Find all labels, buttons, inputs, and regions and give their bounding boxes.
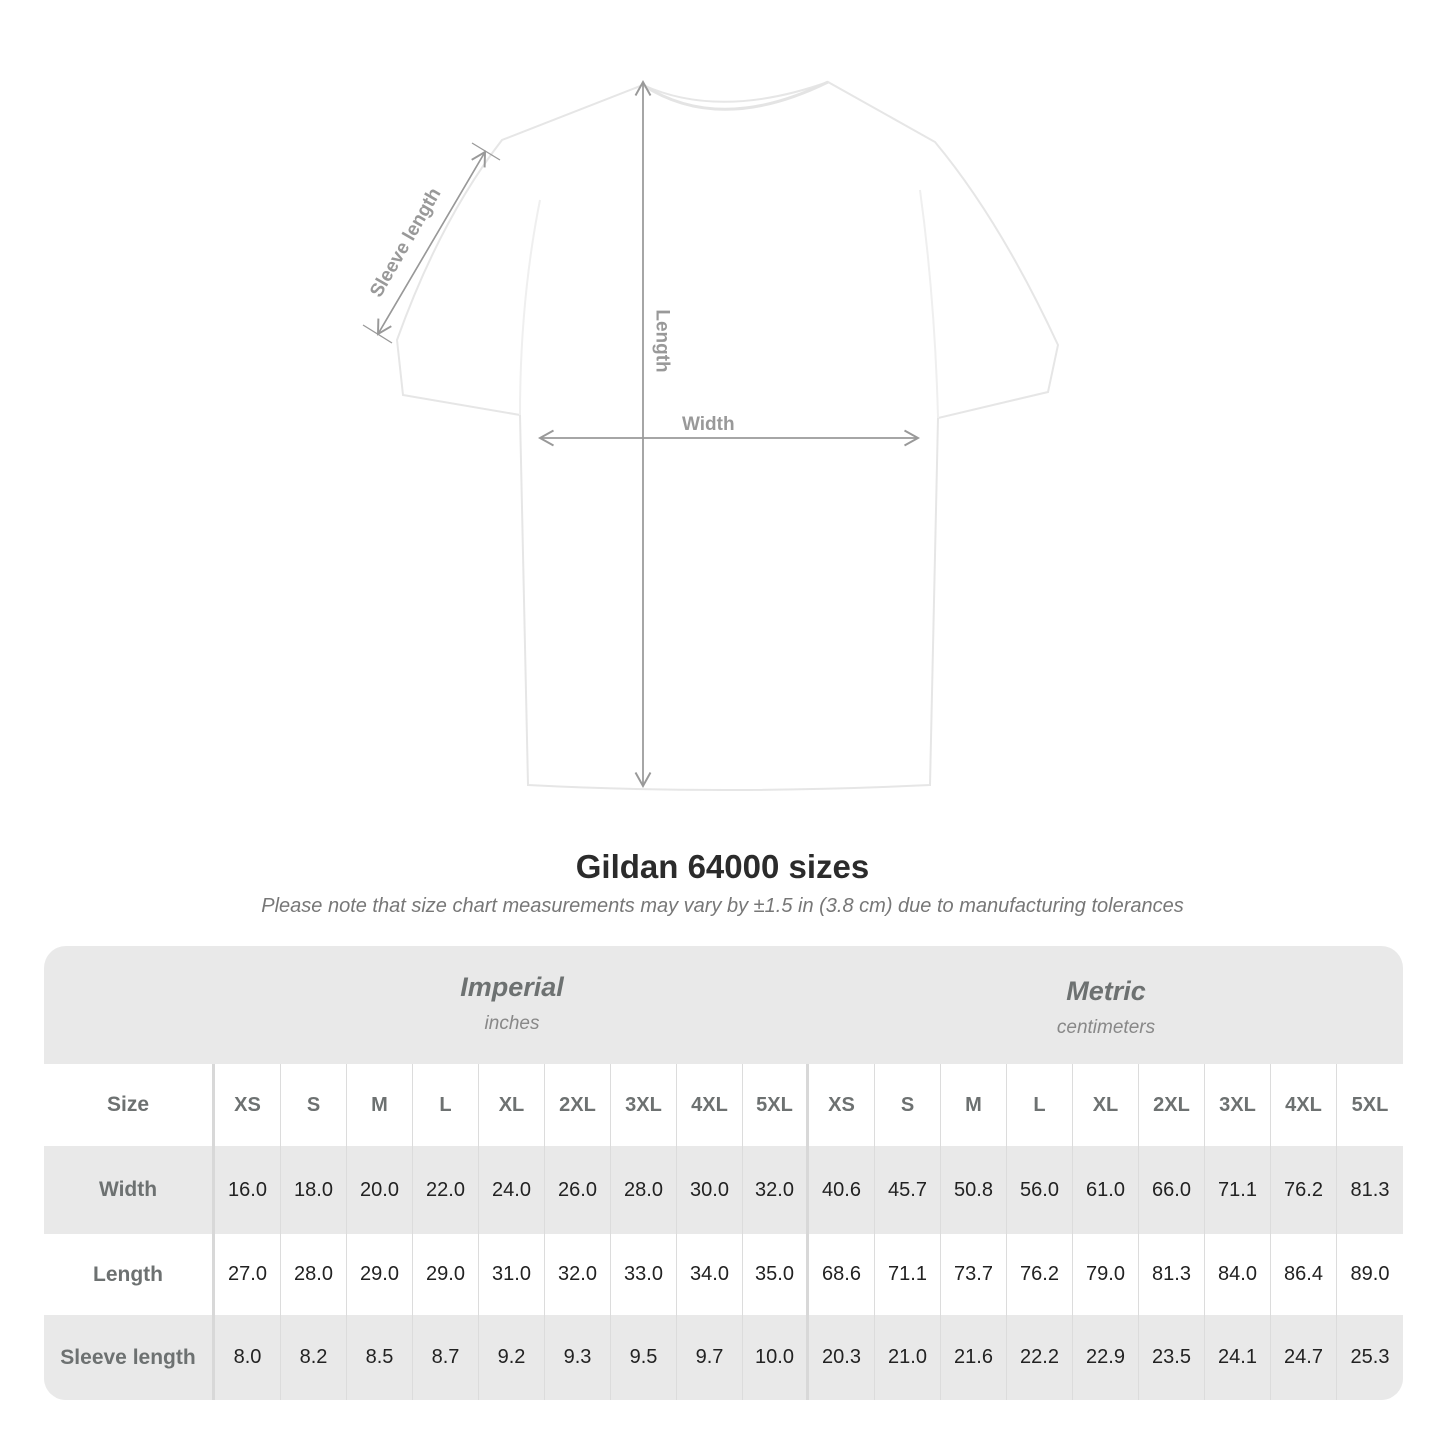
imperial-title: Imperial <box>460 972 564 1002</box>
table-cell-imperial: 8.2 <box>281 1315 347 1400</box>
tshirt-illustration <box>362 79 1060 791</box>
width-label: Width <box>682 414 735 435</box>
table-cell-metric: 79.0 <box>1073 1234 1139 1315</box>
table-cell-imperial: 27.0 <box>215 1234 281 1315</box>
size-header-imperial: L <box>413 1064 479 1146</box>
table-cell-metric: 68.6 <box>809 1234 875 1315</box>
size-header-metric: 2XL <box>1139 1064 1205 1146</box>
table-cell-imperial: 16.0 <box>215 1146 281 1234</box>
table-cell-imperial: 28.0 <box>611 1146 677 1234</box>
table-row: Width 16.0 18.0 20.0 22.0 24.0 26.0 28.0 30.0 32.… <box>44 1146 1403 1234</box>
table-row: Sleeve length 8.0 8.2 8.5 8.7 9.2 9.3 9.5 9.7 10.… <box>44 1315 1403 1400</box>
size-header-imperial: XS <box>215 1064 281 1146</box>
table-cell-imperial: 20.0 <box>347 1146 413 1234</box>
metric-title: Metric <box>1066 976 1146 1006</box>
table-cell-metric: 24.1 <box>1205 1315 1271 1400</box>
table-row: Length 27.0 28.0 29.0 29.0 31.0 32.0 33.0 34.0 35… <box>44 1234 1403 1315</box>
size-header-metric: 5XL <box>1351 1093 1389 1116</box>
size-header-metric: 3XL <box>1205 1064 1271 1146</box>
table-cell-imperial: 29.0 <box>413 1234 479 1315</box>
row-label: Sleeve length <box>44 1315 215 1400</box>
tshirt-body <box>395 80 1060 791</box>
table-cell-metric: 24.7 <box>1271 1315 1337 1400</box>
row-label: Length <box>44 1234 215 1315</box>
size-header-imperial: 3XL <box>611 1064 677 1146</box>
table-cell-imperial: 8.7 <box>413 1315 479 1400</box>
length-label: Length <box>651 309 673 373</box>
size-header-row: Size XS S M L XL 2XL 3XL 4XL 5XL XS S M L XL 2XL 3XL 4XL 5… <box>44 1064 1403 1146</box>
table-cell-metric: 22.9 <box>1073 1315 1139 1400</box>
size-header-metric: S <box>875 1064 941 1146</box>
size-header-metric: M <box>941 1064 1007 1146</box>
table-cell-imperial: 24.0 <box>479 1146 545 1234</box>
table-cell-imperial: 34.0 <box>677 1234 743 1315</box>
table-cell-metric: 81.3 <box>1139 1234 1205 1315</box>
size-header-imperial: 5XL <box>743 1064 809 1146</box>
table-cell-metric: 71.1 <box>1205 1146 1271 1234</box>
table-cell-imperial: 35.0 <box>743 1234 809 1315</box>
size-header-metric: XL <box>1073 1064 1139 1146</box>
table-cell-imperial: 32.0 <box>545 1234 611 1315</box>
table-cell-imperial: 29.0 <box>347 1234 413 1315</box>
table-cell-metric: 21.6 <box>941 1315 1007 1400</box>
size-header-metric: L <box>1007 1064 1073 1146</box>
table-cell-imperial: 9.7 <box>677 1315 743 1400</box>
row-label: Size <box>44 1064 215 1146</box>
table-cell-imperial: 33.0 <box>611 1234 677 1315</box>
table-cell-metric: 61.0 <box>1073 1146 1139 1234</box>
row-label: Width <box>44 1146 215 1234</box>
size-header-imperial: 4XL <box>677 1064 743 1146</box>
table-cell-imperial: 8.0 <box>215 1315 281 1400</box>
size-header-metric: 4XL <box>1271 1064 1337 1146</box>
imperial-header: Imperial inches <box>215 946 809 1064</box>
tolerance-note: Please note that size chart measurements… <box>261 895 1184 917</box>
table-cell-metric: 23.5 <box>1139 1315 1205 1400</box>
table-cell-imperial: 30.0 <box>677 1146 743 1234</box>
size-header-imperial: S <box>281 1064 347 1146</box>
table-cell-metric: 71.1 <box>875 1234 941 1315</box>
table-cell-metric: 22.2 <box>1007 1315 1073 1400</box>
table-cell-metric: 25.3 <box>1350 1346 1390 1368</box>
size-header-imperial: 2XL <box>545 1064 611 1146</box>
table-cell-imperial: 9.5 <box>611 1315 677 1400</box>
table-cell-metric: 20.3 <box>809 1315 875 1400</box>
table-cell-metric: 40.6 <box>809 1146 875 1234</box>
table-cell-metric: 76.2 <box>1007 1234 1073 1315</box>
table-cell-metric: 86.4 <box>1271 1234 1337 1315</box>
table-cell-metric: 21.0 <box>875 1315 941 1400</box>
table-cell-metric: 76.2 <box>1271 1146 1337 1234</box>
table-cell-metric: 84.0 <box>1205 1234 1271 1315</box>
table-cell-metric: 73.7 <box>941 1234 1007 1315</box>
table-cell-imperial: 18.0 <box>281 1146 347 1234</box>
table-cell-imperial: 31.0 <box>479 1234 545 1315</box>
metric-unit: centimeters <box>1056 1017 1156 1038</box>
page-title: Gildan 64000 sizes <box>575 848 870 885</box>
table-cell-imperial: 28.0 <box>281 1234 347 1315</box>
table-cell-imperial: 9.2 <box>479 1315 545 1400</box>
size-header-metric: XS <box>809 1064 875 1146</box>
table-cell-imperial: 26.0 <box>545 1146 611 1234</box>
table-cell-metric: 66.0 <box>1139 1146 1205 1234</box>
table-cell-metric: 89.0 <box>1350 1263 1390 1285</box>
table-cell-imperial: 32.0 <box>743 1146 809 1234</box>
size-header-imperial: XL <box>479 1064 545 1146</box>
table-cell-metric: 50.8 <box>941 1146 1007 1234</box>
size-header-imperial: M <box>347 1064 413 1146</box>
table-cell-metric: 45.7 <box>875 1146 941 1234</box>
size-table: Imperial inches Metric centimeters Size X… <box>44 946 1403 1400</box>
imperial-unit: inches <box>484 1013 540 1034</box>
table-cell-imperial: 9.3 <box>545 1315 611 1400</box>
table-cell-metric: 56.0 <box>1007 1146 1073 1234</box>
table-cell-imperial: 10.0 <box>743 1315 809 1400</box>
table-cell-imperial: 22.0 <box>413 1146 479 1234</box>
metric-header: Metric centimeters <box>809 946 1403 1064</box>
table-cell-metric: 81.3 <box>1350 1178 1390 1201</box>
table-cell-imperial: 8.5 <box>347 1315 413 1400</box>
